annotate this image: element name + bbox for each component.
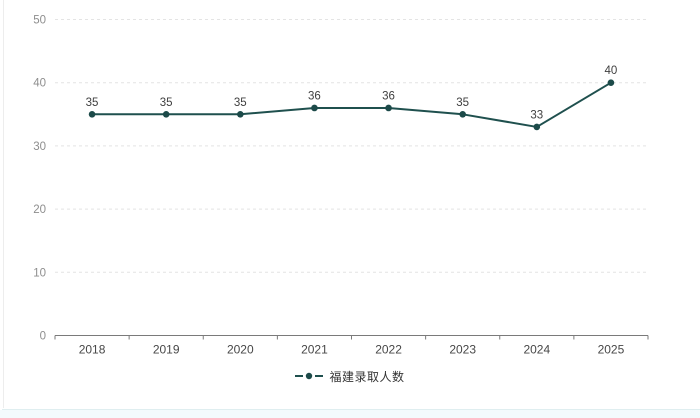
- data-point-marker: [237, 111, 244, 118]
- data-point-marker: [162, 111, 170, 118]
- x-axis-tick-label: 2022: [375, 343, 402, 357]
- y-axis-tick-label: 40: [33, 78, 46, 90]
- data-point-marker: [385, 104, 392, 112]
- data-point-marker: [459, 111, 466, 118]
- data-point-marker: [311, 104, 318, 112]
- data-point-marker: [607, 79, 615, 86]
- card-bottom-border: [2, 409, 700, 410]
- y-axis-tick-label: 0: [40, 331, 46, 343]
- x-axis-tick-label: 2018: [79, 343, 106, 357]
- data-label: 35: [234, 97, 247, 109]
- data-label: 40: [605, 65, 618, 77]
- card-left-border: [3, 0, 4, 408]
- data-point-marker: [88, 111, 96, 118]
- x-axis-tick-label: 2021: [301, 343, 328, 357]
- data-label: 33: [530, 109, 543, 121]
- x-axis-tick-label: 2023: [449, 343, 476, 357]
- data-label: 35: [86, 97, 99, 109]
- data-label: 36: [308, 90, 321, 102]
- data-label: 35: [160, 97, 173, 109]
- series-line: [92, 81, 612, 128]
- x-axis-tick-label: 2019: [153, 343, 180, 357]
- chart-legend: 福建录取人数: [0, 366, 700, 386]
- y-axis-tick-label: 30: [33, 141, 46, 153]
- x-axis-tick-label: 2020: [227, 343, 254, 357]
- legend-series-label: 福建录取人数: [329, 369, 405, 384]
- y-axis-tick-label: 10: [33, 267, 46, 279]
- data-point-marker: [533, 123, 541, 131]
- x-axis-tick-label: 2025: [598, 343, 625, 357]
- y-axis-tick-label: 50: [33, 15, 46, 27]
- x-axis-tick-label: 2024: [523, 343, 550, 357]
- legend-line-marker-icon: [295, 372, 324, 380]
- page-bottom-strip: [0, 410, 700, 418]
- data-label: 36: [382, 90, 395, 102]
- y-axis-tick-label: 20: [33, 204, 46, 216]
- data-label: 35: [456, 97, 469, 109]
- line-chart: 0 10 20 30 40 50 2018 2019 2020 2021 2022 2023 2024 2…: [33, 15, 649, 357]
